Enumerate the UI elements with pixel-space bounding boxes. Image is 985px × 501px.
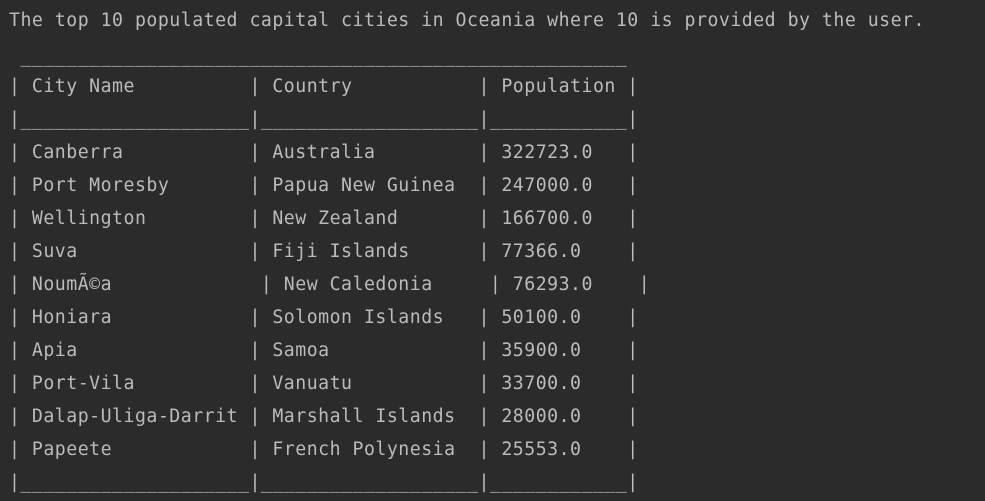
table-row: | Canberra | Australia | 322723.0 | — [9, 142, 639, 163]
table-row: | Papeete | French Polynesia | 25553.0 | — [9, 439, 639, 460]
table-row: | Apia | Samoa | 35900.0 | — [9, 340, 639, 361]
table-top-border: ________________________________________… — [9, 46, 628, 67]
console-header-line: The top 10 populated capital cities in O… — [9, 10, 925, 31]
table-header-divider: |____________________|__________________… — [9, 109, 639, 130]
table-row: | Honiara | Solomon Islands | 50100.0 | — [9, 307, 639, 328]
table-row: | NoumÃ©a | New Caledonia | 76293.0 | — [9, 274, 651, 295]
table-row: | Wellington | New Zealand | 166700.0 | — [9, 208, 639, 229]
table-row: | Dalap-Uliga-Darrit | Marshall Islands … — [9, 406, 639, 427]
table-header-row: | City Name | Country | Population | — [9, 76, 639, 97]
table-row: | Port-Vila | Vanuatu | 33700.0 | — [9, 373, 639, 394]
table-row: | Port Moresby | Papua New Guinea | 2470… — [9, 175, 639, 196]
table-row: | Suva | Fiji Islands | 77366.0 | — [9, 241, 639, 262]
table-bottom-border: |____________________|__________________… — [9, 472, 639, 493]
